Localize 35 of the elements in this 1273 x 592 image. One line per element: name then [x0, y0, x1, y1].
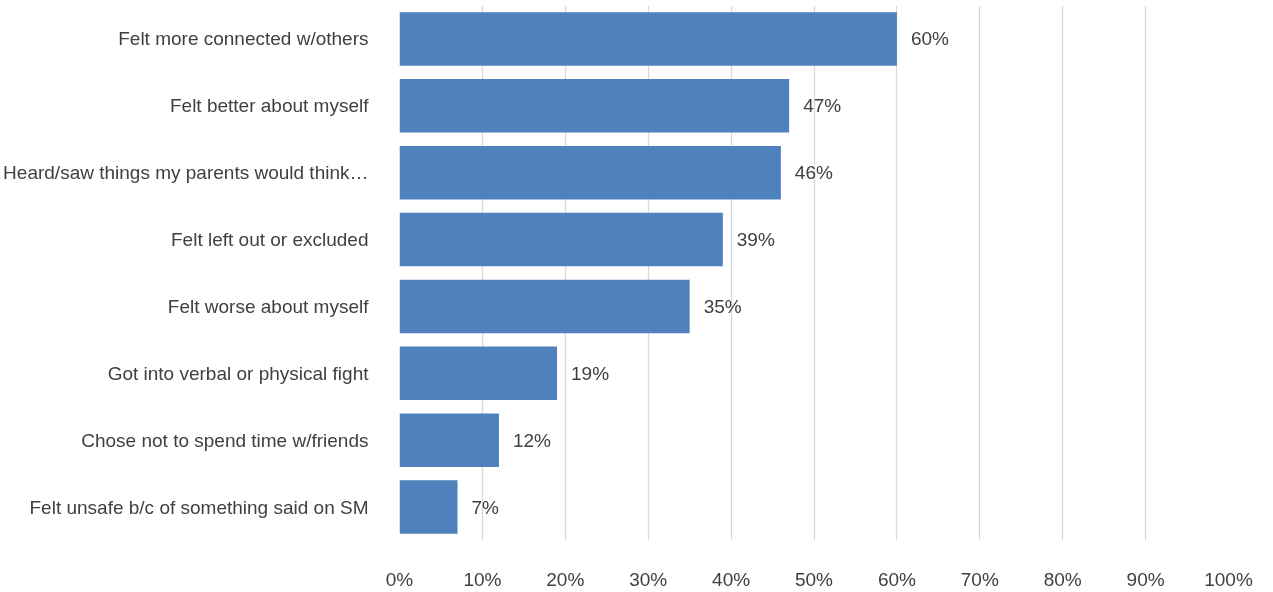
x-tick-label: 70% — [960, 568, 999, 590]
bar — [399, 212, 723, 267]
data-label: 60% — [910, 28, 950, 50]
y-tick-label: Heard/saw things my parents would think… — [3, 162, 369, 184]
data-label: 35% — [703, 295, 742, 317]
bar — [399, 79, 790, 133]
bar — [399, 413, 499, 467]
y-tick-label: Chose not to spend time w/friends — [81, 429, 369, 451]
x-tick-label: 20% — [546, 568, 585, 590]
y-tick-label: Felt worse about myself — [167, 295, 370, 317]
bar — [399, 480, 458, 534]
x-tick-label: 60% — [877, 568, 917, 590]
x-tick-label: 10% — [463, 568, 502, 590]
y-tick-label: Got into verbal or physical fight — [107, 362, 370, 384]
x-tick-label: 40% — [712, 568, 751, 590]
data-label: 39% — [736, 229, 775, 251]
y-tick-label: Felt more connected w/others — [118, 28, 369, 50]
data-label: 47% — [803, 95, 842, 117]
bar — [399, 12, 897, 66]
y-tick-label: Felt unsafe b/c of something said on SM — [29, 496, 369, 518]
x-tick-label: 80% — [1043, 568, 1082, 590]
x-tick-label: 90% — [1126, 568, 1165, 590]
data-label: 46% — [794, 162, 833, 184]
x-tick-label: 30% — [629, 568, 668, 590]
y-tick-label: Felt left out or excluded — [171, 229, 369, 251]
data-label: 12% — [512, 429, 552, 451]
x-tick-label: 100% — [1204, 568, 1253, 590]
data-label: 7% — [471, 496, 500, 518]
y-tick-label: Felt better about myself — [169, 95, 370, 117]
data-label: 19% — [571, 362, 610, 384]
bar — [399, 145, 781, 200]
bar — [399, 279, 690, 334]
x-tick-label: 50% — [794, 568, 834, 590]
bar — [399, 346, 558, 401]
x-tick-label: 0% — [385, 568, 414, 590]
